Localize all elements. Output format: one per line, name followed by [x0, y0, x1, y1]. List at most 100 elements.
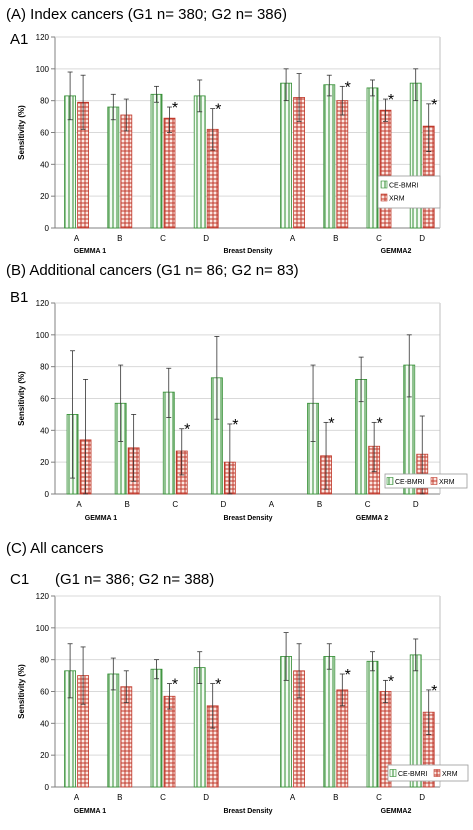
significance-asterisk: *: [431, 97, 437, 114]
x-tick-label: A: [290, 234, 296, 243]
x-tick-label: A: [269, 500, 275, 509]
bar-ce-bmri: [280, 82, 293, 229]
x-tick-label: B: [124, 500, 129, 509]
x-tick-label: D: [419, 793, 425, 802]
significance-asterisk: *: [345, 79, 351, 96]
legend-box: [377, 175, 441, 209]
y-tick-label: 60: [40, 129, 49, 138]
legend-label: XRM: [439, 479, 455, 486]
y-axis-label: Sensitivity (%): [17, 664, 26, 719]
y-tick-label: 20: [40, 192, 49, 201]
significance-asterisk: *: [172, 677, 178, 694]
y-axis-label: Sensitivity (%): [17, 105, 26, 160]
y-tick-label: 0: [45, 224, 50, 233]
significance-asterisk: *: [172, 100, 178, 117]
y-tick-label: 60: [40, 688, 49, 697]
bar-xrm: [163, 117, 176, 229]
x-tick-label: B: [117, 793, 122, 802]
x-tick-label: D: [419, 234, 425, 243]
y-tick-label: 0: [45, 490, 50, 499]
x-tick-label: D: [220, 500, 226, 509]
group-label: GEMMA2: [381, 248, 412, 255]
bar-ce-bmri: [366, 660, 379, 788]
x-tick-label: A: [74, 234, 80, 243]
legend-label: CE-BMRI: [395, 479, 425, 486]
x-tick-label: D: [203, 793, 209, 802]
y-tick-label: 40: [40, 426, 49, 435]
significance-asterisk: *: [328, 415, 334, 432]
y-tick-label: 20: [40, 458, 49, 467]
x-tick-label: B: [117, 234, 122, 243]
y-tick-label: 40: [40, 719, 49, 728]
panel-a-heading: (A) Index cancers (G1 n= 380; G2 n= 386): [6, 6, 287, 23]
group-label: GEMMA 1: [74, 248, 107, 255]
group-label: GEMMA 1: [74, 808, 107, 815]
significance-asterisk: *: [215, 677, 221, 694]
panel-c1-note: (G1 n= 386; G2 n= 388): [55, 571, 215, 588]
bar-ce-bmri: [366, 87, 379, 229]
legend-label: XRM: [389, 196, 405, 203]
y-tick-label: 120: [36, 299, 50, 308]
bar-xrm: [120, 114, 133, 229]
legend-swatch-ce-bmri: [380, 180, 388, 189]
legend-box: [387, 764, 469, 782]
y-tick-label: 80: [40, 656, 49, 665]
significance-asterisk: *: [184, 422, 190, 439]
x-axis-label: Breast Density: [223, 808, 272, 815]
panel-a1-label: A1: [10, 31, 29, 48]
legend-box: [384, 473, 468, 489]
panel-c1-label: C1: [10, 571, 30, 588]
x-tick-label: B: [333, 793, 338, 802]
y-tick-label: 120: [36, 592, 50, 601]
panel-b-heading: (B) Additional cancers (G1 n= 86; G2 n= …: [6, 262, 299, 279]
legend-swatch-xrm: [433, 769, 441, 777]
bar-ce-bmri: [323, 84, 336, 229]
x-tick-label: C: [160, 793, 166, 802]
bar-ce-bmri: [323, 656, 336, 788]
x-tick-label: D: [413, 500, 419, 509]
x-tick-label: A: [74, 793, 80, 802]
legend-swatch-xrm: [380, 193, 388, 202]
x-tick-label: C: [160, 234, 166, 243]
x-tick-label: C: [376, 234, 382, 243]
significance-asterisk: *: [388, 673, 394, 690]
x-axis-label: Breast Density: [223, 515, 272, 522]
y-tick-label: 60: [40, 395, 49, 404]
y-tick-label: 80: [40, 97, 49, 106]
significance-asterisk: *: [345, 667, 351, 684]
x-tick-label: C: [376, 793, 382, 802]
x-tick-label: A: [290, 793, 296, 802]
x-tick-label: B: [333, 234, 338, 243]
y-axis-label: Sensitivity (%): [17, 371, 26, 426]
bar-xrm: [336, 100, 349, 229]
y-tick-label: 80: [40, 363, 49, 372]
panel-c-heading: (C) All cancers: [6, 540, 104, 557]
y-tick-label: 20: [40, 751, 49, 760]
chart-additional-cancers: 0 20 40 60 80 100 120 Sensitivity (%) A B C * D * A B * C…: [17, 299, 468, 522]
significance-asterisk: *: [388, 92, 394, 109]
bar-ce-bmri: [107, 673, 120, 788]
bar-xrm: [163, 695, 176, 788]
legend-swatch-ce-bmri: [386, 477, 394, 485]
x-tick-label: B: [317, 500, 322, 509]
significance-asterisk: *: [377, 415, 383, 432]
bar-ce-bmri: [150, 93, 163, 229]
bar-ce-bmri: [193, 667, 206, 788]
y-tick-label: 40: [40, 160, 49, 169]
y-tick-label: 100: [36, 65, 50, 74]
legend-label: CE-BMRI: [398, 771, 428, 778]
legend-swatch-ce-bmri: [389, 769, 397, 777]
x-tick-label: D: [203, 234, 209, 243]
legend-swatch-xrm: [430, 477, 438, 485]
y-tick-label: 120: [36, 33, 50, 42]
legend-label: XRM: [442, 771, 458, 778]
group-label: GEMMA2: [381, 808, 412, 815]
panel-b1-label: B1: [10, 289, 29, 306]
y-tick-label: 100: [36, 331, 50, 340]
bar-ce-bmri: [107, 106, 120, 229]
x-tick-label: C: [365, 500, 371, 509]
group-label: GEMMA 2: [356, 515, 389, 522]
significance-asterisk: *: [232, 417, 238, 434]
x-axis-label: Breast Density: [223, 248, 272, 255]
chart-all-cancers: 0 20 40 60 80 100 120 Sensitivity (%) A B C * D * A B * C…: [17, 592, 469, 815]
